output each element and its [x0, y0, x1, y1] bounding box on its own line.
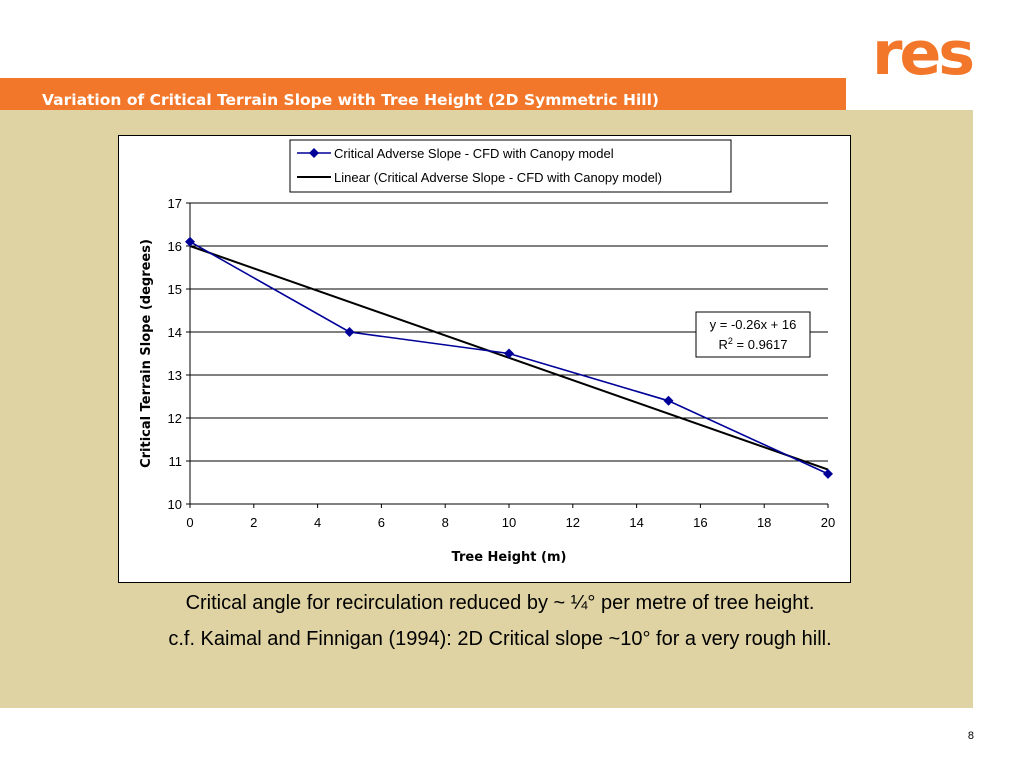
page-number: 8	[967, 730, 974, 742]
line-chart: 10 11 12 13 14 15 16 17 0 2 4 6 8 10 12 14 16 18 20 Tree He…	[139, 139, 835, 565]
slide-title: Variation of Critical Terrain Slope with…	[42, 91, 659, 109]
y-tick-label: 14	[168, 325, 182, 340]
x-axis-label: Tree Height (m)	[452, 550, 567, 565]
y-tick-label: 13	[168, 368, 182, 383]
x-tick-label: 4	[314, 515, 321, 530]
x-tick-label: 16	[693, 515, 707, 530]
y-tick-label: 11	[169, 454, 183, 469]
legend-box	[289, 139, 732, 193]
x-tick-label: 0	[186, 515, 193, 530]
x-tick-label: 12	[566, 515, 580, 530]
trend-equation: y = -0.26x + 16	[710, 317, 797, 332]
x-tick-label: 8	[442, 515, 449, 530]
y-axis-label: Critical Terrain Slope (degrees)	[139, 239, 154, 468]
res-logo: res	[872, 19, 976, 89]
chart-container: 10 11 12 13 14 15 16 17 0 2 4 6 8 10 12 14 16 18 20 Tree He…	[118, 135, 851, 583]
x-tick-label: 14	[629, 515, 643, 530]
y-tick-label: 10	[168, 497, 182, 512]
caption-line-2: c.f. Kaimal and Finnigan (1994): 2D Crit…	[168, 628, 832, 650]
data-point	[823, 468, 833, 479]
legend-series-label: Critical Adverse Slope - CFD with Canopy…	[334, 146, 614, 161]
data-point	[663, 395, 674, 406]
equation-box	[695, 311, 811, 358]
x-tick-label: 10	[502, 515, 516, 530]
brand-text: res	[872, 22, 972, 78]
data-point	[344, 327, 355, 337]
y-tick-label: 15	[168, 282, 182, 297]
x-tick-label: 2	[250, 515, 257, 530]
trend-r-squared: R2 = 0.9617	[719, 336, 788, 352]
x-tick-label: 20	[821, 515, 835, 530]
caption-line-1: Critical angle for recirculation reduced…	[185, 592, 815, 614]
y-tick-label: 17	[168, 196, 182, 211]
x-tick-label: 18	[757, 515, 771, 530]
data-point	[185, 236, 195, 247]
legend-series-marker	[309, 148, 319, 158]
x-tick-label: 6	[378, 515, 385, 530]
data-point	[504, 348, 514, 359]
y-tick-label: 12	[168, 411, 182, 426]
legend-trend-label: Linear (Critical Adverse Slope - CFD wit…	[334, 170, 662, 185]
y-tick-label: 16	[168, 239, 182, 254]
